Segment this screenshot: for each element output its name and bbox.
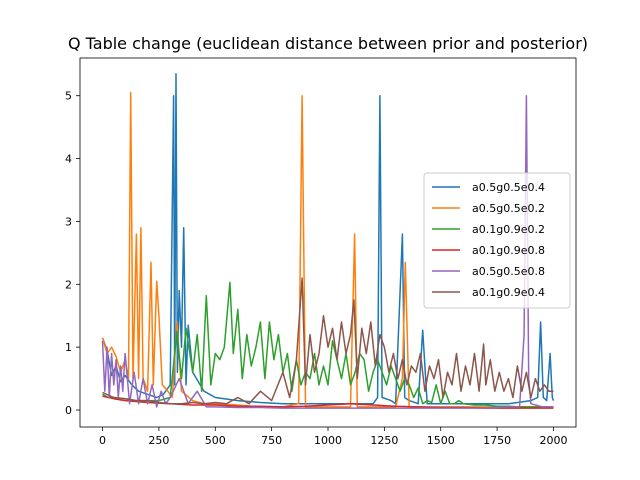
x-tick-label: 0 xyxy=(99,434,106,447)
x-tick-label: 2000 xyxy=(539,434,567,447)
x-axis: 0 250 500 750 1000 1250 1500 1750 2000 xyxy=(99,427,567,447)
legend-label-2: a0.1g0.9e0.2 xyxy=(472,223,545,236)
series-line-1 xyxy=(101,91,554,408)
y-tick-label: 5 xyxy=(65,90,72,103)
series-line-2 xyxy=(102,281,554,408)
y-tick-label: 1 xyxy=(65,341,72,354)
x-tick-label: 500 xyxy=(205,434,226,447)
y-tick-label: 3 xyxy=(65,215,72,228)
x-tick-label: 750 xyxy=(261,434,282,447)
legend: a0.5g0.5e0.4 a0.5g0.5e0.2 a0.1g0.9e0.2 a0.1… xyxy=(423,172,571,309)
x-tick-label: 1750 xyxy=(483,434,511,447)
series-line-5 xyxy=(102,277,554,405)
y-axis: 0 1 2 3 4 5 xyxy=(65,90,80,417)
legend-entries: a0.5g0.5e0.4 a0.5g0.5e0.2 a0.1g0.9e0.2 a0.1… xyxy=(432,181,545,299)
legend-label-0: a0.5g0.5e0.4 xyxy=(472,181,545,194)
x-tick-label: 1500 xyxy=(427,434,455,447)
legend-label-1: a0.5g0.5e0.2 xyxy=(472,202,545,215)
y-tick-label: 4 xyxy=(65,153,72,166)
y-tick-label: 2 xyxy=(65,278,72,291)
legend-label-3: a0.1g0.9e0.8 xyxy=(472,244,545,257)
legend-label-4: a0.5g0.5e0.8 xyxy=(472,265,545,278)
x-tick-label: 1000 xyxy=(314,434,342,447)
x-tick-label: 250 xyxy=(148,434,169,447)
legend-label-5: a0.1g0.9e0.4 xyxy=(472,286,545,299)
chart-title: Q Table change (euclidean distance betwe… xyxy=(68,34,588,53)
x-tick-label: 1250 xyxy=(370,434,398,447)
series-layer xyxy=(101,72,555,409)
series-line-4 xyxy=(101,94,554,409)
legend-frame xyxy=(423,172,571,309)
y-tick-label: 0 xyxy=(65,404,72,417)
